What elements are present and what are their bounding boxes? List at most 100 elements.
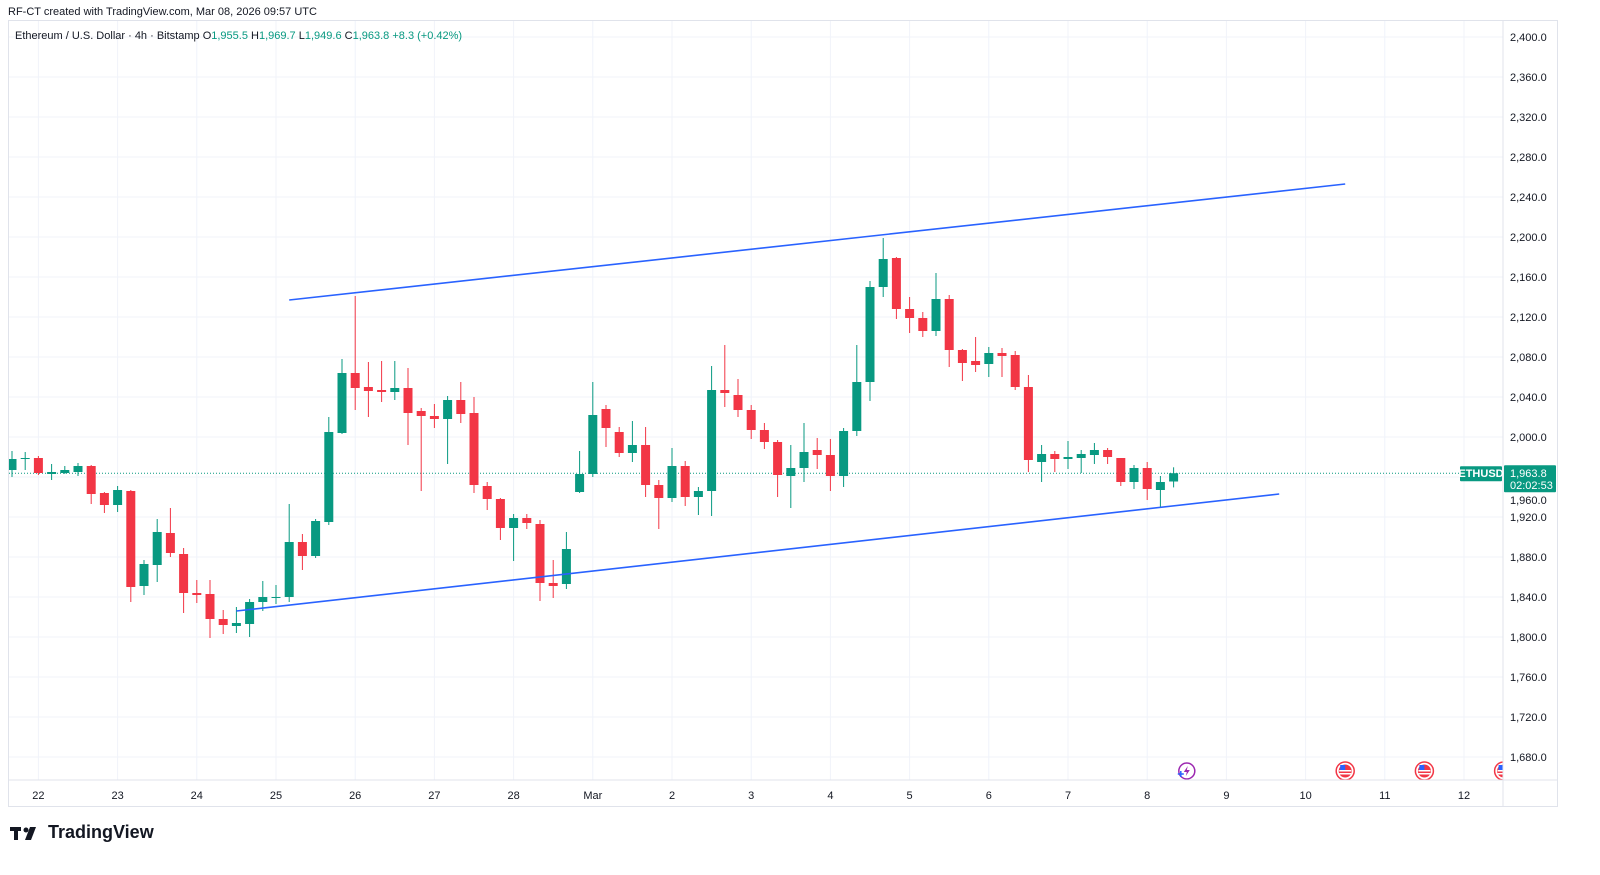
us-flag-icon[interactable] bbox=[1493, 761, 1513, 780]
candle[interactable] bbox=[1037, 445, 1047, 482]
candle[interactable] bbox=[284, 504, 294, 602]
candle[interactable] bbox=[350, 296, 360, 410]
candle[interactable] bbox=[416, 408, 426, 491]
candle[interactable] bbox=[509, 514, 519, 561]
candle[interactable] bbox=[86, 465, 96, 504]
candle[interactable] bbox=[60, 466, 70, 474]
candle[interactable] bbox=[218, 610, 228, 634]
candle[interactable] bbox=[773, 440, 783, 497]
candle[interactable] bbox=[205, 580, 215, 638]
candle[interactable] bbox=[957, 349, 967, 381]
candle[interactable] bbox=[1076, 450, 1086, 473]
candle[interactable] bbox=[839, 428, 849, 487]
candle[interactable] bbox=[535, 520, 545, 601]
candle[interactable] bbox=[1169, 467, 1179, 488]
candle[interactable] bbox=[1129, 465, 1139, 489]
candle[interactable] bbox=[1023, 375, 1033, 472]
candle[interactable] bbox=[905, 297, 915, 333]
candle[interactable] bbox=[931, 273, 941, 336]
candle[interactable] bbox=[852, 345, 862, 436]
candle[interactable] bbox=[469, 397, 479, 493]
tradingview-logo[interactable]: TradingView bbox=[10, 822, 154, 843]
candle[interactable] bbox=[192, 580, 202, 603]
candle[interactable] bbox=[1010, 351, 1020, 390]
candle[interactable] bbox=[891, 257, 901, 319]
candle[interactable] bbox=[548, 560, 558, 598]
candle[interactable] bbox=[654, 480, 664, 529]
candle[interactable] bbox=[33, 456, 43, 475]
candle[interactable] bbox=[47, 464, 57, 480]
candle[interactable] bbox=[997, 348, 1007, 377]
candle[interactable] bbox=[1155, 476, 1165, 507]
plot-area[interactable] bbox=[8, 21, 1513, 780]
candle[interactable] bbox=[733, 379, 743, 417]
candle[interactable] bbox=[786, 445, 796, 508]
candle[interactable] bbox=[152, 519, 162, 582]
candle[interactable] bbox=[601, 405, 611, 447]
candle[interactable] bbox=[311, 519, 321, 558]
candle[interactable] bbox=[165, 508, 175, 557]
candle[interactable] bbox=[271, 585, 281, 604]
candle[interactable] bbox=[429, 404, 439, 428]
candle[interactable] bbox=[337, 359, 347, 434]
candle[interactable] bbox=[390, 361, 400, 400]
candle[interactable] bbox=[799, 423, 809, 482]
candle[interactable] bbox=[759, 423, 769, 449]
candle[interactable] bbox=[614, 427, 624, 457]
candle[interactable] bbox=[1050, 451, 1060, 472]
candle[interactable] bbox=[627, 421, 637, 462]
symbol-title[interactable]: Ethereum / U.S. Dollar · 4h · Bitstamp bbox=[15, 30, 200, 42]
candle[interactable] bbox=[1089, 443, 1099, 464]
candle[interactable] bbox=[1103, 448, 1113, 464]
candle[interactable] bbox=[377, 361, 387, 402]
candle[interactable] bbox=[73, 463, 83, 476]
candle[interactable] bbox=[812, 438, 822, 469]
candle[interactable] bbox=[139, 560, 149, 595]
candle[interactable] bbox=[363, 362, 373, 417]
candle[interactable] bbox=[297, 534, 307, 570]
candle[interactable] bbox=[403, 368, 413, 445]
candle[interactable] bbox=[443, 396, 453, 464]
candle[interactable] bbox=[231, 607, 241, 633]
candle[interactable] bbox=[984, 347, 994, 377]
candle[interactable] bbox=[1063, 441, 1073, 469]
candle[interactable] bbox=[720, 345, 730, 407]
us-flag-icon[interactable] bbox=[1414, 761, 1435, 780]
candle[interactable] bbox=[918, 312, 928, 337]
trendline[interactable] bbox=[236, 493, 1280, 612]
candle[interactable] bbox=[680, 461, 690, 506]
candle[interactable] bbox=[1142, 462, 1152, 500]
candle[interactable] bbox=[561, 532, 571, 589]
last-price-label: ETHUSD 1,963.802:02:53 bbox=[1458, 465, 1556, 493]
candle[interactable] bbox=[258, 581, 268, 611]
candle[interactable] bbox=[99, 492, 109, 513]
candle[interactable] bbox=[8, 451, 17, 477]
candle[interactable] bbox=[113, 486, 123, 512]
candle[interactable] bbox=[179, 548, 189, 613]
candle[interactable] bbox=[522, 514, 532, 529]
candle[interactable] bbox=[693, 487, 703, 515]
lightning-event-icon[interactable] bbox=[1177, 762, 1196, 780]
candle[interactable] bbox=[588, 382, 598, 477]
candle[interactable] bbox=[667, 448, 677, 502]
candle[interactable] bbox=[746, 405, 756, 439]
trendline[interactable] bbox=[289, 183, 1346, 301]
us-flag-icon[interactable] bbox=[1335, 761, 1355, 780]
candle[interactable] bbox=[971, 337, 981, 372]
candle[interactable] bbox=[495, 498, 505, 540]
candle[interactable] bbox=[575, 451, 585, 493]
candle[interactable] bbox=[1116, 458, 1126, 486]
candle[interactable] bbox=[20, 452, 30, 470]
candle[interactable] bbox=[324, 417, 334, 525]
candle[interactable] bbox=[126, 490, 136, 602]
candle[interactable] bbox=[944, 295, 954, 367]
candle[interactable] bbox=[456, 382, 466, 423]
candle[interactable] bbox=[825, 439, 835, 491]
candle[interactable] bbox=[878, 238, 888, 297]
candle[interactable] bbox=[865, 281, 875, 401]
candle[interactable] bbox=[707, 366, 717, 516]
candle[interactable] bbox=[482, 482, 492, 510]
candle[interactable] bbox=[245, 599, 255, 637]
candle[interactable] bbox=[641, 427, 651, 497]
